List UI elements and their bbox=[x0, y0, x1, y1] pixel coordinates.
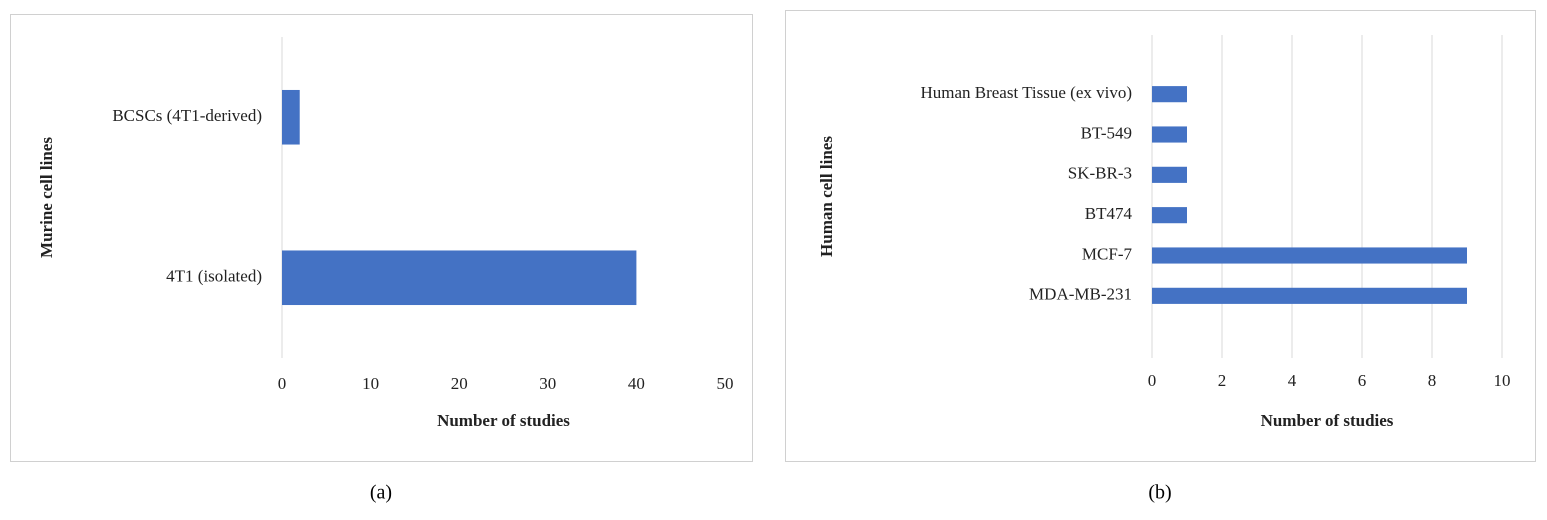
x-tick-label: 40 bbox=[628, 374, 645, 393]
x-tick-label: 20 bbox=[451, 374, 468, 393]
bar bbox=[282, 89, 300, 145]
bar bbox=[1152, 247, 1467, 264]
x-axis-title: Number of studies bbox=[437, 411, 570, 430]
bar bbox=[1152, 207, 1187, 224]
y-tick-label: BT-549 bbox=[1081, 123, 1132, 142]
y-axis-title: Murine cell lines bbox=[37, 137, 56, 258]
y-tick-label: BCSCs (4T1-derived) bbox=[112, 106, 262, 125]
x-tick-label: 10 bbox=[362, 374, 379, 393]
x-axis-title: Number of studies bbox=[1261, 411, 1394, 430]
x-tick-label: 2 bbox=[1218, 371, 1227, 390]
y-axis-title: Human cell lines bbox=[817, 136, 836, 257]
x-tick-label: 30 bbox=[539, 374, 556, 393]
bar bbox=[1152, 86, 1187, 103]
x-tick-label: 50 bbox=[717, 374, 734, 393]
x-tick-label: 10 bbox=[1494, 371, 1511, 390]
y-tick-label: 4T1 (isolated) bbox=[166, 267, 262, 286]
x-tick-label: 6 bbox=[1358, 371, 1367, 390]
bar bbox=[1152, 166, 1187, 183]
y-tick-label: BT474 bbox=[1085, 204, 1133, 223]
panel-frame bbox=[785, 10, 1536, 462]
y-tick-label: MDA-MB-231 bbox=[1029, 285, 1132, 304]
bar bbox=[1152, 287, 1467, 304]
x-tick-label: 4 bbox=[1288, 371, 1297, 390]
x-tick-label: 0 bbox=[1148, 371, 1157, 390]
panel-frame bbox=[10, 14, 753, 462]
bar bbox=[282, 250, 637, 306]
y-tick-label: Human Breast Tissue (ex vivo) bbox=[920, 83, 1132, 102]
bar bbox=[1152, 126, 1187, 143]
y-tick-label: MCF-7 bbox=[1082, 244, 1133, 263]
y-tick-label: SK-BR-3 bbox=[1068, 164, 1132, 183]
panel-label: (a) bbox=[370, 482, 392, 504]
panel-label: (b) bbox=[1148, 482, 1171, 504]
x-tick-label: 8 bbox=[1428, 371, 1437, 390]
x-tick-label: 0 bbox=[278, 374, 287, 393]
